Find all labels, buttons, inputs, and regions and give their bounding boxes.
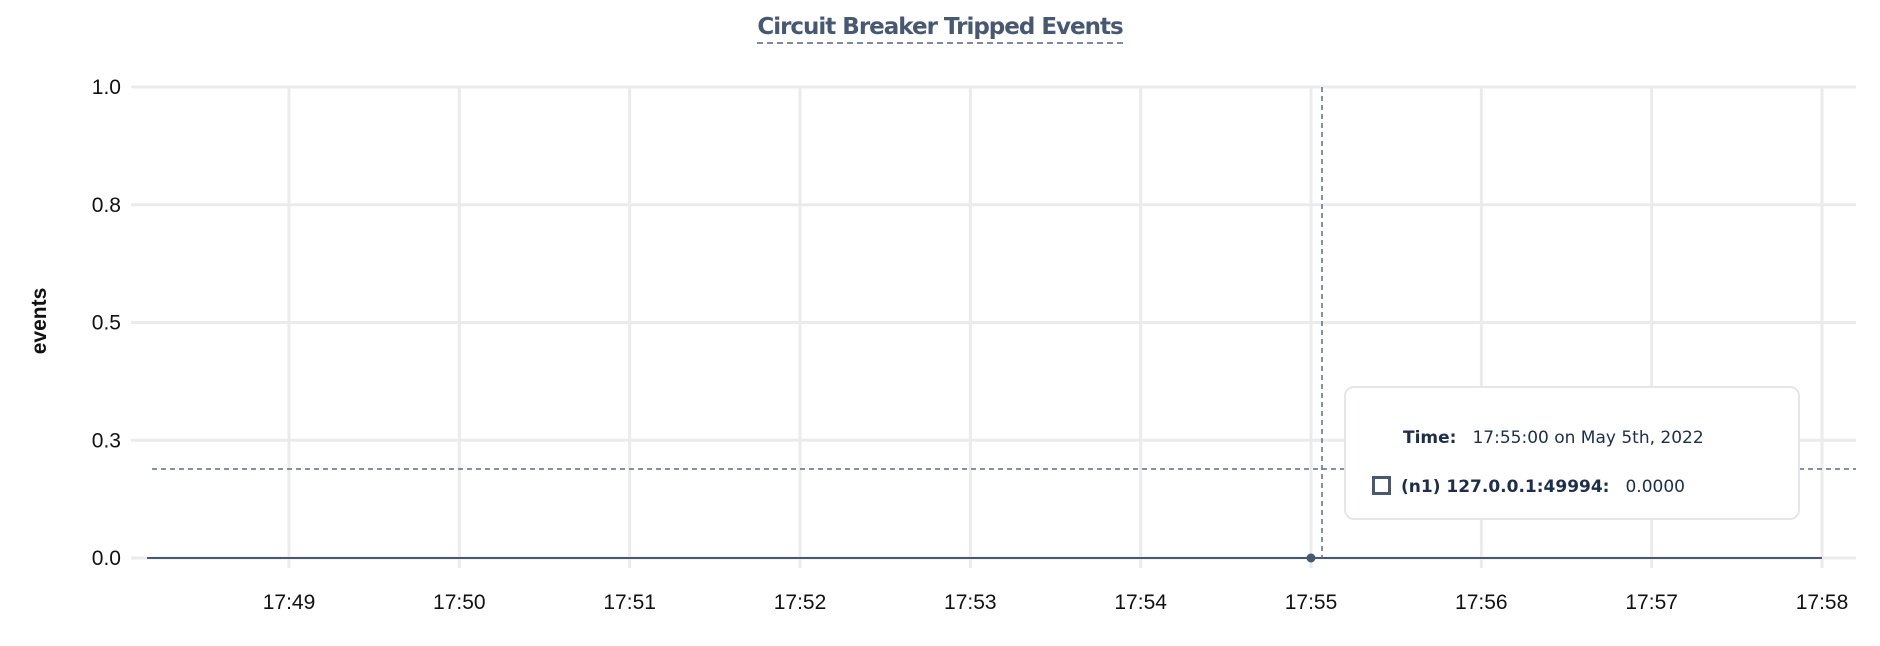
grid — [131, 85, 1856, 568]
y-tick-label: 0.0 — [92, 547, 121, 570]
x-tick-label: 17:57 — [1625, 591, 1678, 614]
y-axis: 0.0 0.3 0.5 0.8 1.0 — [92, 76, 121, 570]
chart-title-text[interactable]: Circuit Breaker Tripped Events — [757, 14, 1124, 44]
chart-title[interactable]: Circuit Breaker Tripped Events — [0, 14, 1880, 44]
y-axis-label: events — [28, 288, 51, 355]
y-tick-label: 0.3 — [92, 429, 121, 452]
y-tick-label: 1.0 — [92, 76, 121, 99]
x-tick-label: 17:55 — [1285, 591, 1338, 614]
tooltip-time-label: Time: — [1403, 428, 1457, 448]
x-axis: 17:49 17:50 17:51 17:52 17:53 17:54 17:55 17:56… — [263, 591, 1849, 614]
x-tick-label: 17:51 — [603, 591, 656, 614]
x-tick-label: 17:56 — [1455, 591, 1508, 614]
tooltip-series-value: 0.0000 — [1625, 477, 1685, 497]
series-swatch-icon — [1372, 476, 1391, 495]
tooltip-series-label: (n1) 127.0.0.1:49994: — [1401, 477, 1610, 497]
x-tick-label: 17:52 — [774, 591, 827, 614]
x-tick-label: 17:58 — [1796, 591, 1849, 614]
series-layer — [147, 553, 1822, 563]
tooltip-time-value: 17:55:00 on May 5th, 2022 — [1472, 428, 1704, 448]
y-tick-label: 0.5 — [92, 312, 121, 335]
x-tick-label: 17:49 — [263, 591, 316, 614]
x-tick-label: 17:53 — [944, 591, 997, 614]
y-tick-label: 0.8 — [92, 194, 121, 217]
x-tick-label: 17:50 — [433, 591, 486, 614]
tooltip: Time: 17:55:00 on May 5th, 2022 (n1) 127.… — [1344, 386, 1800, 520]
x-tick-label: 17:54 — [1114, 591, 1167, 614]
hover-point[interactable] — [1306, 553, 1316, 563]
